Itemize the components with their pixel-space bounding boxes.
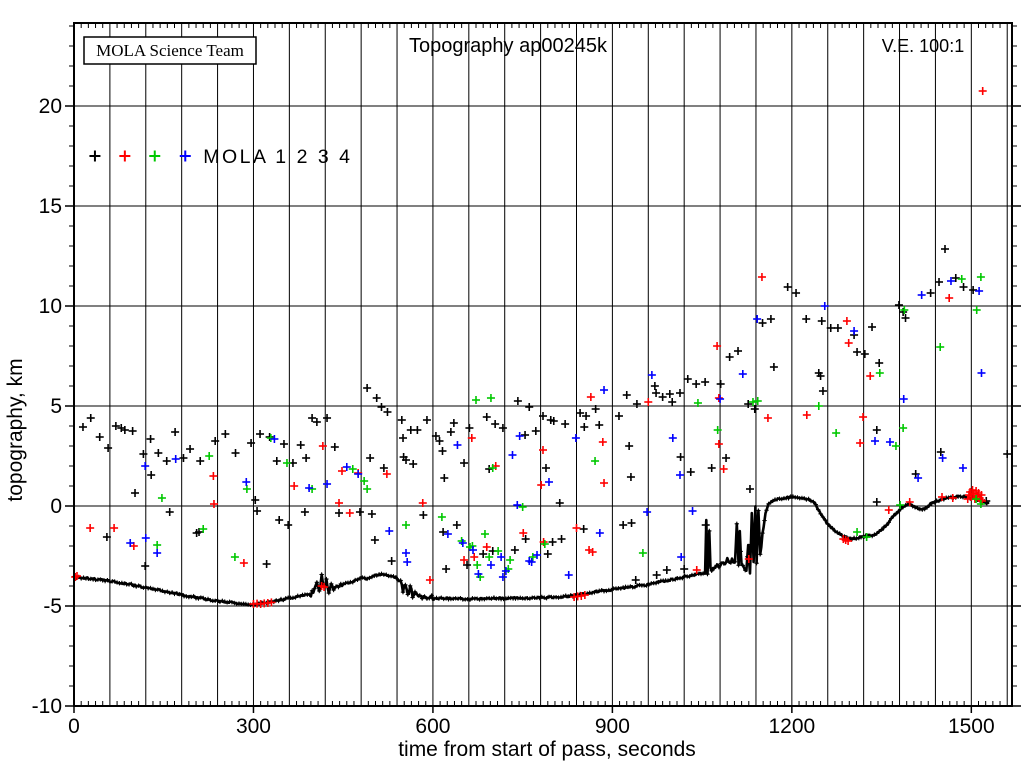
svg-text:10: 10 [39, 295, 62, 318]
science-team-box: MOLA Science Team [83, 36, 257, 65]
svg-text:300: 300 [236, 715, 271, 738]
y-tick-labels: -10 -5 0 5 10 15 20 [32, 95, 62, 718]
svg-text:900: 900 [595, 715, 630, 738]
ve-label: V.E. 100:1 [882, 36, 964, 56]
legend-label: MOLA 1 2 3 4 [203, 146, 352, 168]
svg-text:topography, km: topography, km [4, 358, 27, 501]
svg-text:600: 600 [415, 715, 450, 738]
svg-text:-5: -5 [43, 595, 62, 618]
axis-titles: time from start of pass, seconds topograp… [4, 358, 696, 761]
series-mola-1 [78, 245, 1012, 584]
svg-text:0: 0 [50, 495, 62, 518]
chart-title: Topography ap00245k [409, 35, 608, 57]
legend: MOLA 1 2 3 4 [89, 146, 352, 168]
ground-track-profile [71, 494, 990, 608]
svg-text:20: 20 [39, 95, 62, 118]
svg-text:15: 15 [39, 195, 62, 218]
svg-text:5: 5 [50, 395, 62, 418]
axis-ticks [65, 23, 1021, 713]
svg-text:1200: 1200 [768, 715, 815, 738]
svg-text:-10: -10 [32, 695, 62, 718]
science-team-label: MOLA Science Team [96, 41, 244, 60]
series-mola-4 [126, 277, 986, 581]
svg-text:time from start of pass, secon: time from start of pass, seconds [398, 738, 696, 761]
x-tick-labels: 0 300 600 900 1200 1500 [68, 715, 995, 738]
svg-text:0: 0 [68, 715, 80, 738]
chart-header: Topography ap00245k V.E. 100:1 [409, 35, 964, 57]
plot-frame [73, 22, 1013, 707]
grid-lines [74, 23, 1012, 706]
svg-text:1500: 1500 [948, 715, 995, 738]
series-mola-3 [153, 273, 985, 581]
